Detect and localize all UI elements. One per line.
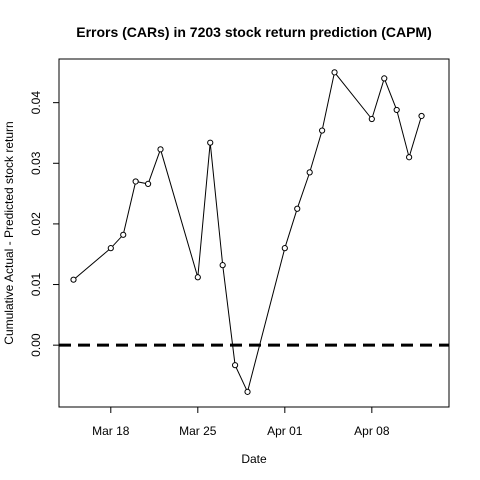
data-point <box>306 169 313 176</box>
data-point <box>207 139 214 146</box>
x-axis-label: Date <box>241 452 267 466</box>
data-point <box>331 69 338 76</box>
data-point <box>393 106 400 114</box>
x-tick-label: Mar 25 <box>179 424 217 438</box>
x-axis: Mar 18 Mar 25 Apr 01 Apr 08 <box>92 406 390 438</box>
series-points <box>70 69 425 395</box>
data-point <box>144 180 152 187</box>
x-tick-label: Mar 18 <box>92 424 130 438</box>
y-axis-label: Cumulative Actual - Predicted stock retu… <box>2 121 16 344</box>
data-point <box>157 146 164 153</box>
y-tick-label: 0.03 <box>29 151 43 175</box>
y-tick-label: 0.01 <box>29 273 43 297</box>
data-point <box>281 245 288 252</box>
x-tick-label: Apr 08 <box>354 424 390 438</box>
data-point <box>244 388 251 395</box>
y-tick-label: 0.04 <box>29 91 43 115</box>
data-point <box>132 178 139 185</box>
data-point <box>194 274 201 281</box>
data-point <box>70 276 77 283</box>
data-point <box>381 75 388 82</box>
data-point <box>319 127 326 134</box>
data-point <box>418 112 425 120</box>
y-axis: 0.00 0.01 0.02 0.03 0.04 <box>29 91 60 357</box>
data-point <box>120 231 127 238</box>
data-point <box>107 245 114 252</box>
data-point <box>368 115 375 123</box>
y-tick-label: 0.02 <box>29 212 43 236</box>
data-point <box>406 154 413 161</box>
x-tick-label: Apr 01 <box>267 424 303 438</box>
data-point <box>231 362 239 369</box>
y-tick-label: 0.00 <box>29 333 43 357</box>
chart-title: Errors (CARs) in 7203 stock return predi… <box>76 24 432 40</box>
data-point <box>294 205 301 212</box>
data-point <box>219 262 226 269</box>
